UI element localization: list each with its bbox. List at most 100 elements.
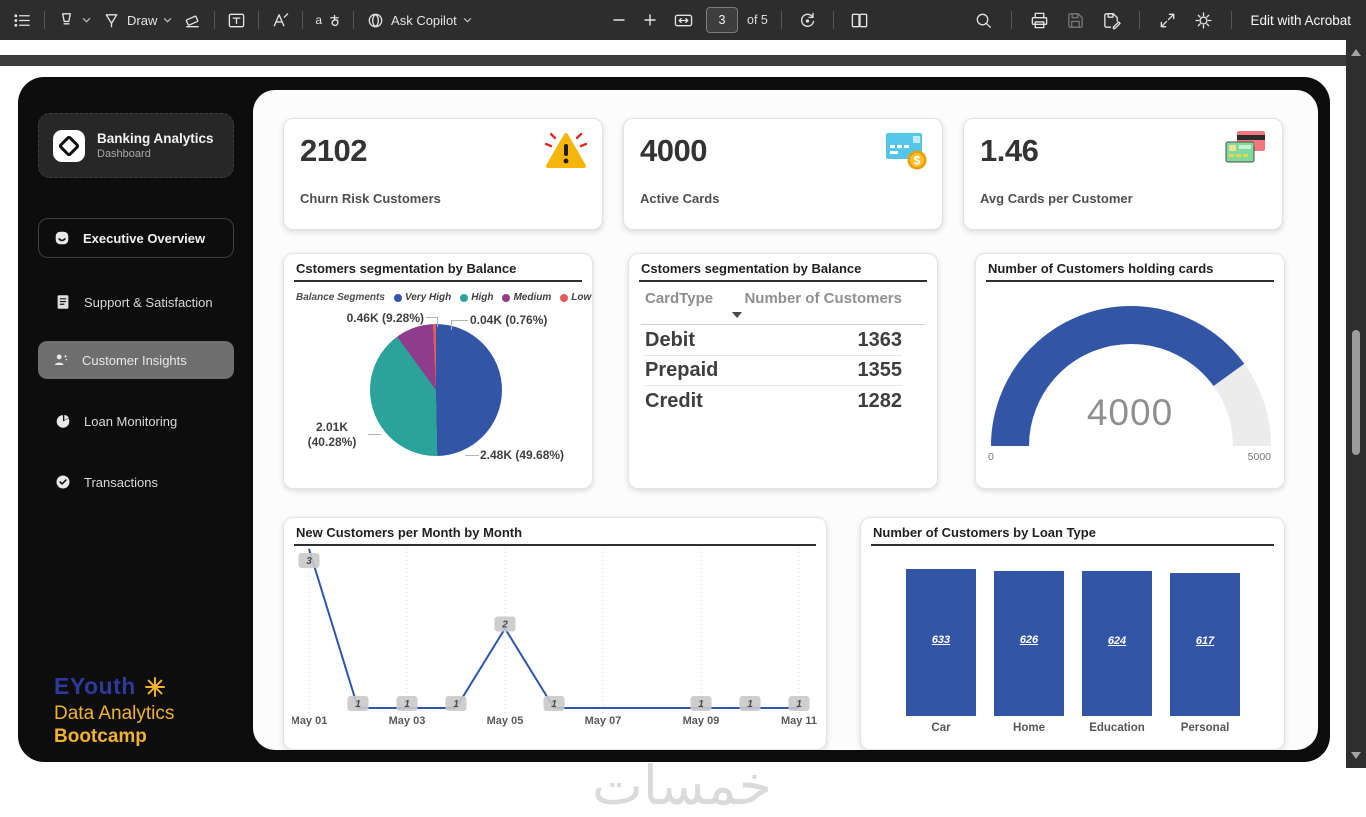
data-label-value: 1 — [355, 699, 361, 710]
fullscreen-button[interactable] — [1155, 7, 1180, 34]
outline-menu-button[interactable] — [10, 7, 35, 34]
kpi-value: 1.46 — [980, 133, 1039, 168]
scrollbar-thumb[interactable] — [1352, 330, 1360, 455]
sidebar-item-transactions[interactable]: Transactions — [38, 469, 234, 495]
edit-with-acrobat-button[interactable]: Edit with Acrobat — [1247, 9, 1358, 32]
ask-copilot-button[interactable]: Ask Copilot — [363, 7, 475, 34]
add-text-button[interactable] — [268, 7, 293, 34]
bar-value-label: 626 — [1019, 634, 1039, 647]
table-row-debit[interactable]: Debit 1363 — [645, 326, 902, 356]
header-rule — [641, 324, 925, 325]
app-subtitle: Dashboard — [97, 147, 151, 160]
print-button[interactable] — [1027, 7, 1052, 34]
card-type-table-panel: Cstomers segmentation by Balance CardTyp… — [628, 253, 938, 489]
text-box-icon — [227, 11, 246, 30]
legend-item-very-high[interactable]: Very High — [393, 292, 451, 303]
highlighter-button[interactable] — [54, 7, 94, 34]
read-language-button[interactable]: a — [312, 9, 344, 31]
sidebar-item-loan-monitoring[interactable]: Loan Monitoring — [38, 408, 234, 434]
star-burst-icon — [144, 676, 166, 698]
zoom-in-button[interactable] — [639, 8, 661, 32]
save-button[interactable] — [1063, 7, 1088, 34]
bar-category-label: Car — [931, 722, 951, 734]
scroll-up-arrow-icon[interactable] — [1351, 49, 1361, 56]
data-label-badge — [739, 696, 761, 711]
scroll-down-arrow-icon[interactable] — [1351, 752, 1361, 759]
save-as-button[interactable] — [1099, 7, 1124, 34]
bar-personal[interactable]: 617 — [1170, 572, 1240, 716]
fit-width-icon — [674, 14, 693, 26]
gauge-max-label: 5000 — [1247, 451, 1271, 463]
table-row-credit[interactable]: Credit 1282 — [645, 386, 902, 416]
data-label-value: 1 — [796, 699, 802, 710]
line-series — [308, 548, 799, 709]
panel-title: New Customers per Month by Month — [296, 525, 523, 540]
bar-category-label: Home — [1013, 722, 1045, 734]
table-body: Debit 1363 Prepaid 1355 Credit 1282 — [645, 326, 902, 416]
highlighter-icon — [57, 11, 76, 30]
settings-button[interactable] — [1191, 7, 1216, 34]
data-label-value: 1 — [698, 699, 704, 710]
card-dollar-icon: $ — [880, 127, 930, 175]
cell-customer-count: 1363 — [857, 329, 903, 351]
kpi-value: 4000 — [640, 133, 707, 168]
table-header: CardType Number of Customers — [645, 290, 902, 307]
callout-connector — [451, 320, 468, 330]
bar-education[interactable]: 624 — [1082, 571, 1152, 716]
bar-car[interactable]: 633 — [906, 569, 976, 716]
legend-item-low[interactable]: Low — [560, 292, 591, 303]
title-rule — [294, 280, 582, 282]
cell-card-type: Credit — [645, 389, 703, 412]
gauge-panel: Number of Customers holding cards 4000 0… — [975, 253, 1285, 489]
sidebar-item-support-satisfaction[interactable]: Support & Satisfaction — [38, 289, 234, 315]
zoom-out-button[interactable] — [608, 8, 630, 32]
pie-callout-very-high: 2.48K (49.68%) — [480, 448, 565, 462]
pie-callout-medium: 0.46K (9.28%) — [346, 311, 424, 325]
legend-item-high[interactable]: High — [460, 292, 493, 303]
search-button[interactable] — [971, 7, 996, 34]
cell-card-type: Prepaid — [645, 359, 719, 381]
brand-line3: Bootcamp — [54, 726, 147, 747]
panel-title: Number of Customers by Loan Type — [873, 525, 1096, 540]
rotate-button[interactable] — [795, 7, 820, 34]
data-label-value: 1 — [453, 699, 459, 710]
x-axis-label: May 03 — [389, 715, 426, 727]
table-row-prepaid[interactable]: Prepaid 1355 — [645, 356, 902, 386]
legend-label: High — [471, 292, 494, 303]
text-box-button[interactable] — [224, 7, 249, 34]
kpi-card-active-cards: 4000 Active Cards $ — [623, 118, 943, 230]
bar-chart-plot: 633 Car 626 Home 624 Education 617 Personal — [861, 518, 1284, 749]
callout-connector — [368, 434, 381, 435]
page-count-label: of 5 — [747, 13, 768, 27]
toolbar-left-group: Draw a Ask Copilot — [0, 7, 475, 34]
sidebar-item-executive-overview[interactable]: Executive Overview — [38, 218, 234, 258]
sort-descending-icon — [732, 312, 742, 318]
legend-item-medium[interactable]: Medium — [502, 292, 551, 303]
fit-width-button[interactable] — [670, 7, 697, 34]
panel-title: Cstomers segmentation by Balance — [641, 261, 862, 276]
save-as-icon — [1104, 12, 1122, 29]
bar-chart-panel: Number of Customers by Loan Type 633 Car 6… — [860, 517, 1285, 750]
column-header-number-of-customers[interactable]: Number of Customers — [744, 290, 902, 307]
sidebar-item-label: Customer Insights — [82, 352, 187, 368]
data-label-badge — [690, 696, 712, 711]
zoom-in-icon — [644, 14, 656, 26]
page-view-button[interactable] — [847, 7, 872, 34]
toolbar-divider — [1011, 11, 1013, 29]
draw-button[interactable]: Draw — [99, 7, 175, 34]
toolbar-divider — [214, 11, 216, 29]
eraser-button[interactable] — [180, 7, 205, 34]
bar-home[interactable]: 626 — [994, 570, 1064, 716]
sidebar-item-customer-insights[interactable]: Customer Insights — [38, 341, 234, 379]
draw-pen-icon — [102, 11, 121, 30]
column-header-cardtype[interactable]: CardType — [645, 290, 714, 307]
x-axis-label: May 07 — [585, 715, 622, 727]
pie-chart — [370, 324, 502, 456]
toolbar-divider — [302, 11, 304, 29]
sidebar-logo-tile[interactable]: Banking Analytics Dashboard — [38, 113, 234, 178]
data-label-value: 1 — [747, 699, 753, 710]
page-number-input[interactable]: 3 — [706, 7, 738, 33]
dashboard-content: 2102 Churn Risk Customers 4000 Active Ca… — [253, 90, 1318, 750]
x-axis-label: May 09 — [683, 715, 720, 727]
vertical-scrollbar[interactable] — [1346, 40, 1366, 768]
